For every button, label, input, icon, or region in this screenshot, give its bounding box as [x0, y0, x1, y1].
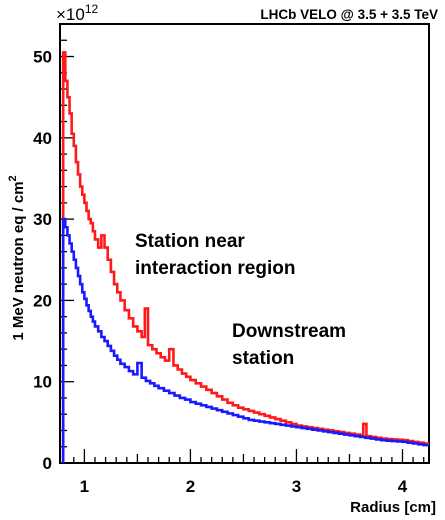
y-tick-label: 30 [33, 210, 52, 229]
series-layer [61, 51, 429, 463]
y-multiplier: ×1012 [56, 2, 99, 24]
series-line-near-station [61, 51, 429, 463]
y-tick-label: 20 [33, 291, 52, 310]
y-axis-title: 1 MeV neutron eq / cm2 [7, 175, 27, 340]
x-tick-label: 3 [292, 477, 301, 496]
y-multiplier-exponent: 12 [85, 2, 99, 16]
x-tick-label: 4 [398, 477, 408, 496]
y-tick-label: 40 [33, 129, 52, 148]
y-axis-title-text: 1 MeV neutron eq / cm [10, 181, 27, 340]
series-line-downstream-station [61, 217, 429, 463]
annotation-near-station: Station near interaction region [135, 231, 295, 279]
y-tick-label: 50 [33, 48, 52, 67]
annotation-near-station-line1: Station near [135, 231, 245, 252]
annotation-downstream-station: Downstream station [232, 321, 351, 369]
annotation-near-station-line2: interaction region [135, 258, 295, 279]
plot-frame [59, 23, 430, 464]
y-tick-label: 0 [43, 454, 52, 473]
y-multiplier-base: ×10 [56, 5, 85, 24]
chart-title: LHCb VELO @ 3.5 + 3.5 TeV [260, 7, 438, 22]
annotation-downstream-station-line2: station [232, 348, 294, 369]
annotation-downstream-station-line1: Downstream [232, 321, 346, 342]
x-tick-label: 2 [186, 477, 195, 496]
y-axis-title-sup: 2 [7, 175, 19, 181]
x-axis-title: Radius [cm] [350, 499, 436, 516]
x-tick-label: 1 [80, 477, 89, 496]
y-tick-label: 10 [33, 373, 52, 392]
